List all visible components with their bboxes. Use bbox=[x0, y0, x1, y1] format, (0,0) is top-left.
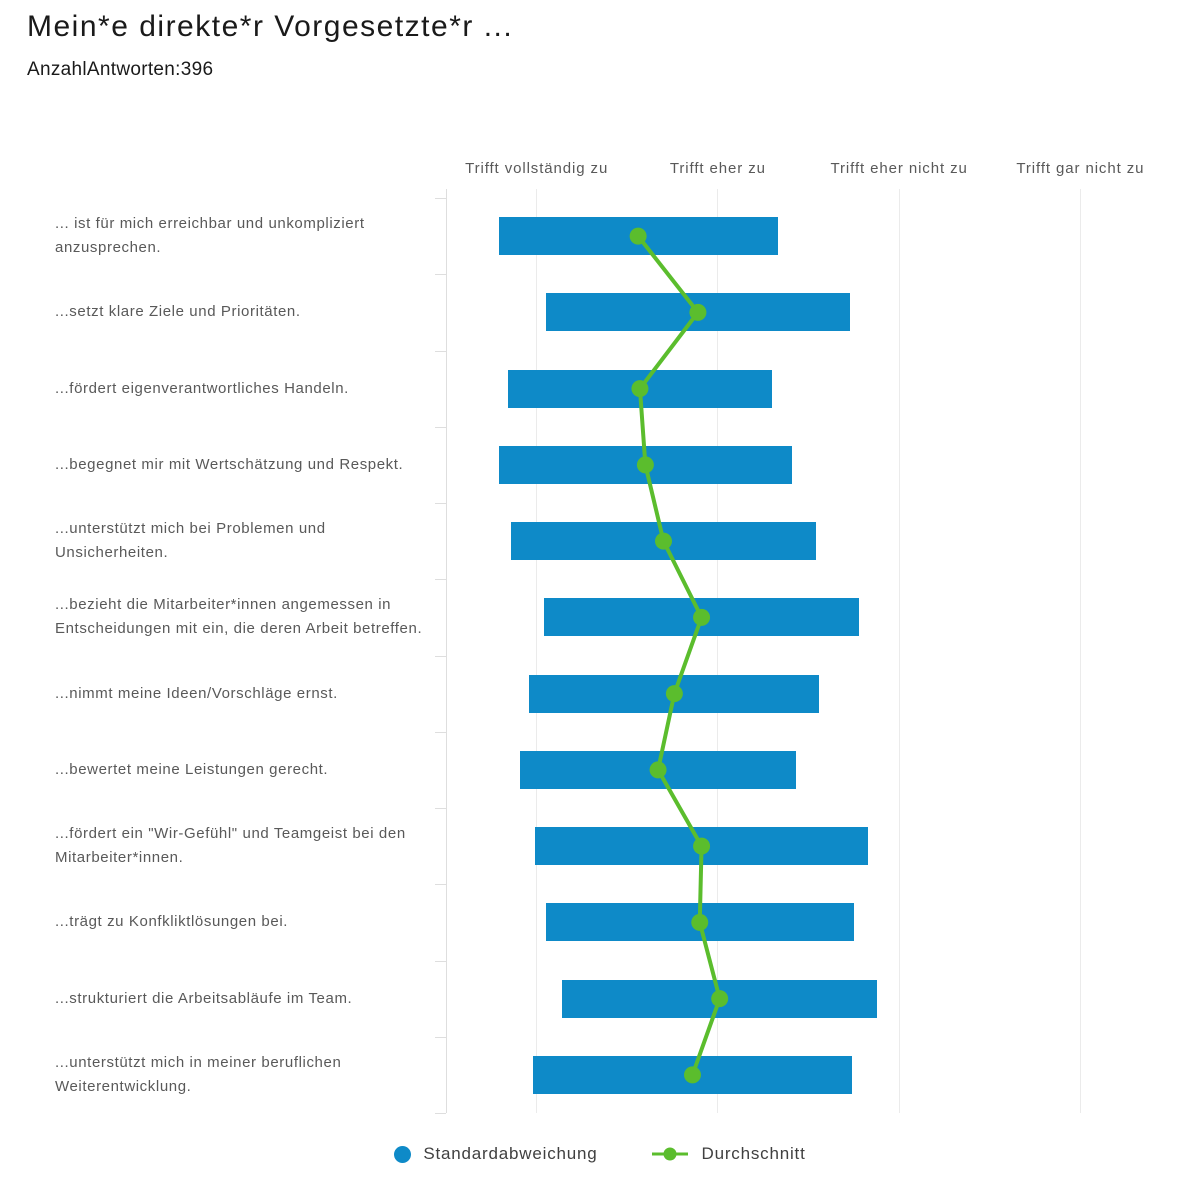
axis-tick bbox=[435, 960, 446, 962]
legend: Standardabweichung Durchschnitt bbox=[0, 1144, 1200, 1164]
category-label: ...fördert ein "Wir-Gefühl" und Teamgeis… bbox=[55, 825, 406, 867]
axis-tick bbox=[435, 884, 446, 886]
axis-tick bbox=[435, 655, 446, 657]
axis-tick bbox=[435, 1036, 446, 1038]
y-axis-line bbox=[446, 189, 447, 1113]
page-title: Mein*e direkte*r Vorgesetzte*r ... bbox=[27, 10, 514, 43]
mean-point[interactable] bbox=[693, 608, 711, 626]
category-label: ...unterstützt mich bei Problemen und Un… bbox=[55, 520, 326, 562]
axis-tick bbox=[435, 198, 446, 199]
axis-tick bbox=[435, 579, 446, 581]
category-label: ...bezieht die Mitarbeiter*innen angemes… bbox=[55, 596, 423, 638]
mean-point[interactable] bbox=[629, 227, 647, 245]
axis-tick bbox=[435, 274, 446, 276]
category-label: ... ist für mich erreichbar und unkompli… bbox=[55, 215, 365, 257]
axis-tick bbox=[435, 426, 446, 428]
mean-point[interactable] bbox=[691, 913, 709, 931]
column-header: Trifft gar nicht zu bbox=[1016, 160, 1145, 177]
mean-point[interactable] bbox=[693, 837, 711, 855]
gridline bbox=[898, 189, 900, 1113]
mean-line bbox=[636, 234, 722, 1076]
mean-point[interactable] bbox=[689, 303, 707, 321]
axis-tick bbox=[435, 503, 446, 504]
category-label: ...fördert eigenverantwortliches Handeln… bbox=[55, 379, 349, 397]
column-header: Trifft eher nicht zu bbox=[830, 160, 968, 177]
column-header: Trifft vollständig zu bbox=[465, 160, 609, 177]
legend-mean-label: Durchschnitt bbox=[701, 1144, 806, 1163]
mean-point[interactable] bbox=[655, 532, 672, 550]
gridline bbox=[1079, 189, 1081, 1113]
category-label: ...setzt klare Ziele und Prioritäten. bbox=[55, 303, 301, 321]
mean-point[interactable] bbox=[711, 990, 729, 1008]
category-label: ...trägt zu Konfkliktlösungen bei. bbox=[55, 913, 289, 931]
axis-tick bbox=[435, 350, 446, 352]
category-label: ...bewertet meine Leistungen gerecht. bbox=[55, 760, 329, 778]
axis-tick bbox=[435, 1113, 446, 1114]
legend-std-label: Standardabweichung bbox=[423, 1144, 598, 1163]
mean-point[interactable] bbox=[649, 761, 667, 779]
category-label: ...nimmt meine Ideen/Vorschläge ernst. bbox=[55, 684, 338, 702]
legend-item-standardabweichung[interactable]: Standardabweichung bbox=[394, 1144, 597, 1164]
gridline bbox=[536, 189, 538, 1113]
category-label: ...strukturiert die Arbeitsabläufe im Te… bbox=[55, 989, 353, 1007]
column-header: Trifft eher zu bbox=[669, 160, 766, 177]
mean-point[interactable] bbox=[636, 456, 654, 474]
response-count: AnzahlAntworten:396 bbox=[27, 59, 214, 80]
mean-point[interactable] bbox=[665, 685, 683, 703]
mean-point[interactable] bbox=[631, 380, 649, 398]
category-label: ...begegnet mir mit Wertschätzung und Re… bbox=[55, 455, 404, 473]
axis-tick bbox=[435, 808, 446, 809]
std-swatch-icon bbox=[394, 1145, 412, 1163]
mean-marker-dot bbox=[663, 1147, 677, 1161]
mean-marker-icon bbox=[651, 1147, 688, 1161]
category-label: ...unterstützt mich in meiner berufliche… bbox=[55, 1053, 342, 1095]
mean-point[interactable] bbox=[684, 1066, 701, 1084]
legend-item-durchschnitt[interactable]: Durchschnitt bbox=[650, 1144, 806, 1164]
axis-tick bbox=[435, 731, 446, 733]
